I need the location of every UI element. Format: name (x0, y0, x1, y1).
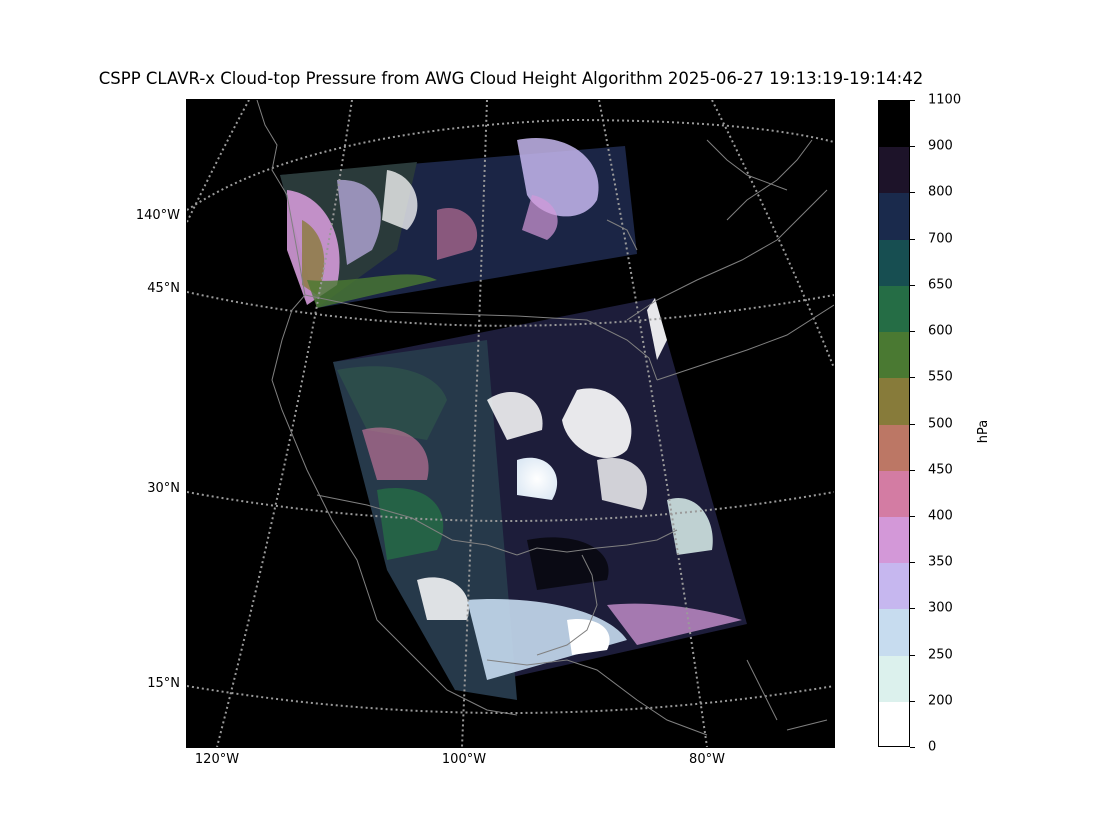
colorbar-tick-label: 0 (928, 739, 937, 755)
colorbar-tick-label: 800 (928, 184, 953, 200)
colorbar-tick-mark (910, 469, 915, 471)
colorbar-tick-mark (910, 747, 915, 748)
colorbar-tick-label: 450 (928, 462, 953, 478)
satellite-swath-south (333, 298, 747, 700)
colorbar-tick-mark (910, 284, 915, 286)
colorbar-tick-label: 650 (928, 277, 953, 293)
map-canvas (187, 100, 834, 747)
colorbar-tick-label: 200 (928, 693, 953, 709)
colorbar-tick-label: 350 (928, 554, 953, 570)
colorbar-segment (879, 193, 909, 241)
colorbar-tick-mark (910, 146, 915, 148)
colorbar-tick-mark (910, 192, 915, 194)
colorbar-tick-label: 700 (928, 231, 953, 247)
lon-label-140w: 140°W (135, 208, 180, 223)
colorbar-segment (879, 239, 909, 287)
colorbar-tick-mark (910, 515, 915, 517)
lon-label-120w: 120°W (194, 752, 240, 767)
colorbar-unit-label: hPa (976, 419, 992, 444)
colorbar-tick-label: 300 (928, 600, 953, 616)
colorbar-tick-mark (910, 654, 915, 656)
colorbar-segment (879, 655, 909, 703)
colorbar-tick-mark (910, 238, 915, 240)
lon-label-80w: 80°W (689, 752, 725, 767)
lat-label-30n: 30°N (147, 481, 180, 496)
lon-label-100w: 100°W (441, 752, 487, 767)
colorbar-segment (879, 516, 909, 565)
colorbar-tick-label: 900 (928, 138, 953, 154)
colorbar-segment (879, 378, 909, 426)
colorbar-segment (879, 147, 909, 195)
colorbar (878, 100, 910, 747)
colorbar-tick-mark (910, 331, 915, 333)
colorbar-segment (879, 470, 909, 518)
colorbar-tick-mark (910, 377, 915, 379)
colorbar-segment (879, 563, 909, 611)
satellite-swath-north (280, 138, 637, 308)
map-panel[interactable] (186, 99, 835, 748)
colorbar-tick-mark (910, 423, 915, 425)
colorbar-segment (879, 701, 909, 746)
chart-title: CSPP CLAVR-x Cloud-top Pressure from AWG… (98, 69, 924, 88)
lat-label-45n: 45°N (147, 281, 180, 296)
colorbar-tick-label: 550 (928, 369, 953, 385)
colorbar-segment (879, 609, 909, 657)
colorbar-tick-label: 600 (928, 323, 953, 339)
graticule (187, 100, 834, 747)
colorbar-tick-label: 500 (928, 416, 953, 431)
colorbar-tick-label: 1100 (928, 92, 962, 108)
colorbar-tick-mark (910, 700, 915, 702)
colorbar-tick-mark (910, 100, 915, 101)
colorbar-tick-mark (910, 608, 915, 610)
colorbar-tick-mark (910, 562, 915, 564)
colorbar-segment (879, 101, 909, 149)
lat-label-15n: 15°N (147, 676, 180, 691)
coastlines (256, 100, 834, 736)
colorbar-segment (879, 332, 909, 380)
colorbar-tick-label: 250 (928, 647, 953, 663)
colorbar-segment (879, 285, 909, 334)
colorbar-segment (879, 424, 909, 472)
colorbar-tick-label: 400 (928, 508, 953, 524)
